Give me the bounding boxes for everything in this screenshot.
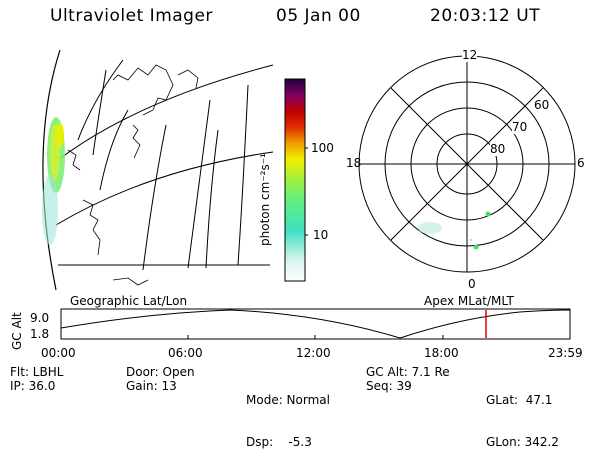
aurora-emission <box>42 117 65 245</box>
mlt-label-12: 12 <box>462 48 478 62</box>
time-tick-1: 06:00 <box>168 346 203 360</box>
time-tick-0: 00:00 <box>41 346 76 360</box>
info-col-3: Mode: Normal Dsp: -5.3 <box>246 365 330 463</box>
info-ip: IP: 36.0 <box>10 379 56 393</box>
colorbar-tick-100: 100 <box>311 141 334 155</box>
info-filter: Flt: LBHL <box>10 365 64 379</box>
info-glon: GLon: 342.2 <box>486 435 559 449</box>
alt-y-max: 9.0 <box>30 311 50 325</box>
info-col-2: Door: Open Gain: 13 <box>126 365 195 393</box>
alt-y-min: 1.8 <box>30 327 50 341</box>
info-door: Door: Open <box>126 365 195 379</box>
altitude-plot <box>60 308 571 340</box>
info-dsp: Dsp: -5.3 <box>246 435 312 449</box>
geographic-map <box>42 49 274 290</box>
info-seq: Seq: 39 <box>366 379 412 393</box>
lat-label-70: 70 <box>512 120 528 134</box>
info-col-4: GC Alt: 7.1 Re Seq: 39 <box>366 365 450 393</box>
lat-label-60: 60 <box>534 98 550 112</box>
lat-label-80: 80 <box>490 142 506 156</box>
time-tick-2: 12:00 <box>296 346 331 360</box>
mlt-label-0: 0 <box>468 277 476 291</box>
polar-grid-icon <box>358 55 576 273</box>
color-scale-icon <box>284 78 306 282</box>
info-gain: Gain: 13 <box>126 379 177 393</box>
info-col-5: GLat: 47.1 GLon: 342.2 <box>486 365 559 463</box>
info-col-1: Flt: LBHL IP: 36.0 <box>10 365 63 393</box>
alt-axis-label: GC Alt <box>10 312 24 350</box>
globe-map-icon <box>42 49 274 290</box>
time-tick-4: 23:59 <box>548 346 583 360</box>
colorbar-tick-10: 10 <box>313 228 329 242</box>
header-time: 20:03:12 UT <box>430 6 541 26</box>
polar-plot <box>358 55 576 273</box>
info-glat: GLat: 47.1 <box>486 393 553 407</box>
mlt-label-18: 18 <box>346 156 362 170</box>
header-date: 05 Jan 00 <box>276 6 361 26</box>
colorbar-units: photon cm⁻²s⁻¹ <box>258 153 272 246</box>
info-mode: Mode: Normal <box>246 393 330 407</box>
time-tick-3: 18:00 <box>424 346 459 360</box>
app-title: Ultraviolet Imager <box>50 6 213 26</box>
mlt-label-6: 6 <box>577 156 585 170</box>
info-gc-alt: GC Alt: 7.1 Re <box>366 365 450 379</box>
polar-label: Apex MLat/MLT <box>424 294 514 308</box>
colorbar <box>284 78 308 282</box>
polar-emission <box>418 211 491 250</box>
map-label: Geographic Lat/Lon <box>70 294 188 308</box>
